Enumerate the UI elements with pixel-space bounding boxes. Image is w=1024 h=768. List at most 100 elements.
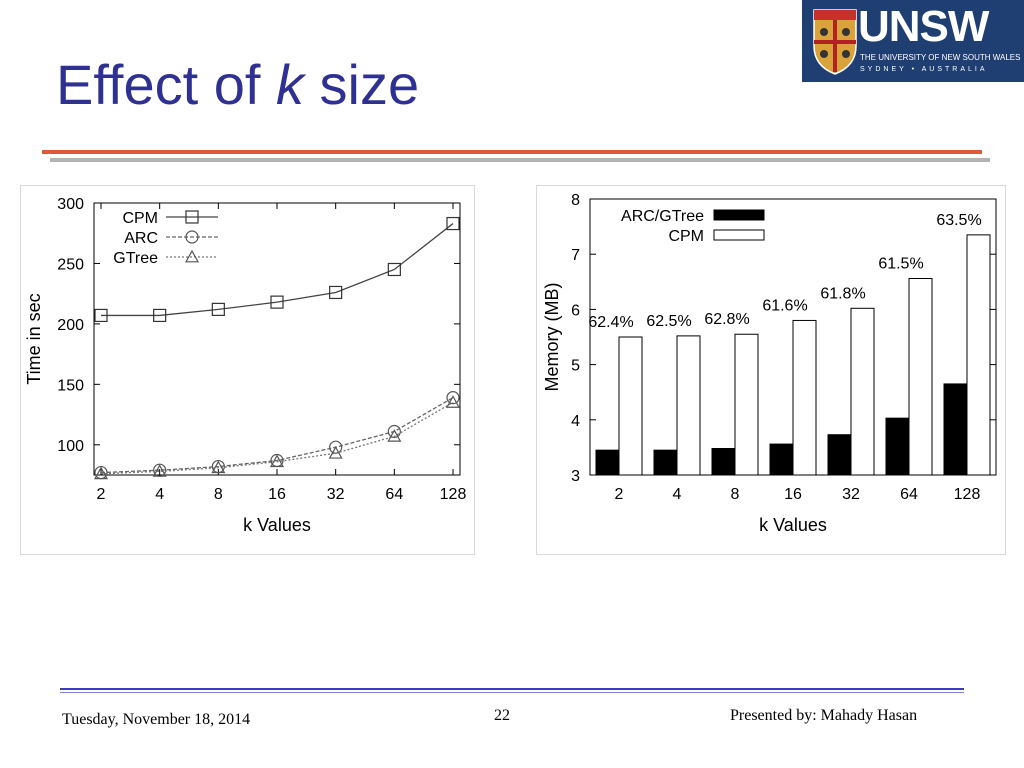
crest-icon bbox=[813, 9, 857, 75]
page-title: Effect of k size bbox=[56, 52, 419, 117]
y-axis-label: Memory (MB) bbox=[542, 283, 562, 392]
footer-presenter: Presented by: Mahady Hasan bbox=[730, 707, 918, 724]
bar-cpm bbox=[908, 277, 933, 476]
bar-cpm bbox=[676, 335, 701, 476]
memory-chart-svg: 3 4 5 6 7 8 2 62.4% 4 62.5% 8 62.8% 16 61.6% 32 61.8% 64… bbox=[536, 185, 1006, 555]
logo-line2: SYDNEY • AUSTRALIA bbox=[860, 66, 988, 73]
series-line-gtree bbox=[100, 401, 454, 475]
y-tick-label: 5 bbox=[571, 358, 580, 375]
point-cpm bbox=[329, 285, 343, 300]
x-tick-label: 4 bbox=[155, 486, 164, 503]
point-gtree bbox=[445, 395, 461, 408]
bar-annotation: 62.4% bbox=[588, 314, 633, 331]
bar-cpm bbox=[850, 307, 875, 476]
footer-page-number: 22 bbox=[494, 707, 510, 724]
y-tick-label: 8 bbox=[571, 192, 580, 209]
point-arc bbox=[329, 440, 343, 454]
point-cpm bbox=[270, 295, 284, 309]
point-gtree bbox=[269, 454, 285, 468]
chart-frame bbox=[536, 185, 1006, 555]
legend-marker-arc bbox=[185, 230, 199, 244]
series-line-cpm bbox=[101, 223, 454, 317]
legend-label-gtree: GTree bbox=[113, 250, 158, 267]
title-rule-shadow bbox=[50, 158, 990, 162]
legend-swatch-arc-gtree bbox=[713, 209, 765, 221]
bar-cpm bbox=[966, 234, 991, 476]
x-tick-label: 32 bbox=[327, 486, 345, 503]
legend-marker-cpm bbox=[185, 210, 199, 224]
footer-rule-thin bbox=[60, 692, 964, 693]
title-suffix: size bbox=[303, 53, 420, 116]
bar-cpm bbox=[792, 319, 817, 476]
bar-cpm bbox=[734, 333, 759, 476]
title-prefix: Effect of bbox=[56, 53, 276, 116]
point-cpm bbox=[153, 308, 167, 323]
x-tick-label: 64 bbox=[385, 486, 403, 503]
bar-arc-gtree bbox=[885, 417, 910, 476]
logo-name: UNSW bbox=[858, 2, 989, 51]
x-tick-label: 32 bbox=[842, 486, 860, 503]
point-gtree bbox=[328, 446, 343, 459]
bar-arc-gtree bbox=[711, 448, 736, 476]
point-gtree bbox=[387, 429, 402, 442]
bar-annotation: 61.6% bbox=[762, 297, 807, 314]
y-axis-label: Time in sec bbox=[24, 293, 44, 384]
y-tick-label: 150 bbox=[57, 377, 84, 394]
x-tick-label: 16 bbox=[784, 486, 802, 503]
memory-chart: 3 4 5 6 7 8 2 62.4% 4 62.5% 8 62.8% 16 61.6% 32 61.8% 64… bbox=[536, 185, 1006, 555]
y-tick-label: 250 bbox=[57, 256, 84, 273]
bar-arc-gtree bbox=[943, 383, 968, 476]
bar-arc-gtree bbox=[769, 443, 794, 476]
point-arc bbox=[387, 424, 401, 439]
y-tick-label: 100 bbox=[57, 438, 84, 455]
x-tick-label: 128 bbox=[440, 486, 467, 503]
legend-label-cpm: CPM bbox=[122, 210, 158, 227]
bar-annotation: 61.5% bbox=[878, 255, 923, 272]
chart-frame bbox=[20, 185, 475, 555]
bar-annotation: 62.8% bbox=[704, 311, 749, 328]
point-cpm bbox=[211, 302, 225, 316]
x-tick-label: 8 bbox=[214, 486, 223, 503]
x-axis-label: k Values bbox=[243, 515, 311, 535]
time-chart: 100 150 200 250 300 2 4 8 16 32 64 128 k Values Time … bbox=[20, 185, 475, 555]
bar-cpm bbox=[618, 336, 643, 476]
bar-arc-gtree bbox=[653, 449, 678, 476]
footer-rule bbox=[60, 688, 964, 690]
title-rule bbox=[42, 150, 982, 154]
time-chart-svg: 100 150 200 250 300 2 4 8 16 32 64 128 k Values Time … bbox=[20, 185, 475, 555]
legend-marker-gtree bbox=[184, 249, 200, 263]
x-tick-label: 16 bbox=[268, 486, 286, 503]
x-tick-label: 8 bbox=[731, 486, 740, 503]
x-axis-label: k Values bbox=[759, 515, 827, 535]
x-tick-label: 4 bbox=[673, 486, 682, 503]
point-cpm bbox=[94, 308, 108, 323]
logo-line1: THE UNIVERSITY OF NEW SOUTH WALES bbox=[860, 53, 1021, 62]
legend-label-cpm: CPM bbox=[668, 228, 704, 245]
y-tick-label: 3 bbox=[571, 468, 580, 485]
x-tick-label: 2 bbox=[615, 486, 624, 503]
point-gtree bbox=[93, 466, 109, 480]
x-tick-label: 2 bbox=[97, 486, 106, 503]
point-gtree bbox=[211, 460, 226, 474]
footer-date: Tuesday, November 18, 2014 bbox=[62, 711, 251, 728]
bar-annotation: 63.5% bbox=[936, 212, 981, 229]
unsw-logo: UNSW THE UNIVERSITY OF NEW SOUTH WALES S… bbox=[802, 0, 1024, 82]
y-tick-label: 200 bbox=[57, 317, 84, 334]
bar-annotation: 61.8% bbox=[820, 285, 865, 302]
point-arc bbox=[446, 391, 460, 405]
bar-annotation: 62.5% bbox=[646, 313, 691, 330]
point-gtree bbox=[152, 464, 167, 477]
y-tick-label: 7 bbox=[571, 247, 580, 264]
y-tick-label: 6 bbox=[571, 302, 580, 319]
bar-arc-gtree bbox=[595, 449, 620, 476]
legend-label-arc: ARC bbox=[124, 230, 158, 247]
legend-swatch-cpm bbox=[713, 229, 765, 241]
bar-arc-gtree bbox=[827, 434, 852, 476]
title-k: k bbox=[275, 53, 304, 116]
x-tick-label: 64 bbox=[900, 486, 918, 503]
y-tick-label: 300 bbox=[57, 196, 84, 213]
x-tick-label: 128 bbox=[954, 486, 981, 503]
legend-label-arc-gtree: ARC/GTree bbox=[621, 208, 704, 225]
point-cpm bbox=[446, 216, 460, 231]
y-tick-label: 4 bbox=[571, 413, 580, 430]
